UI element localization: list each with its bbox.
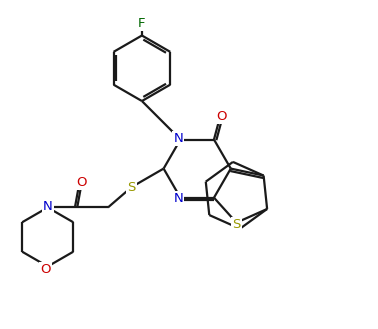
- Text: S: S: [232, 218, 241, 231]
- Text: O: O: [76, 176, 87, 190]
- Text: N: N: [174, 132, 183, 145]
- Text: F: F: [138, 17, 146, 30]
- Text: N: N: [43, 200, 53, 213]
- Text: O: O: [40, 263, 51, 276]
- Text: O: O: [216, 111, 226, 123]
- Text: N: N: [174, 192, 183, 205]
- Text: S: S: [127, 181, 136, 193]
